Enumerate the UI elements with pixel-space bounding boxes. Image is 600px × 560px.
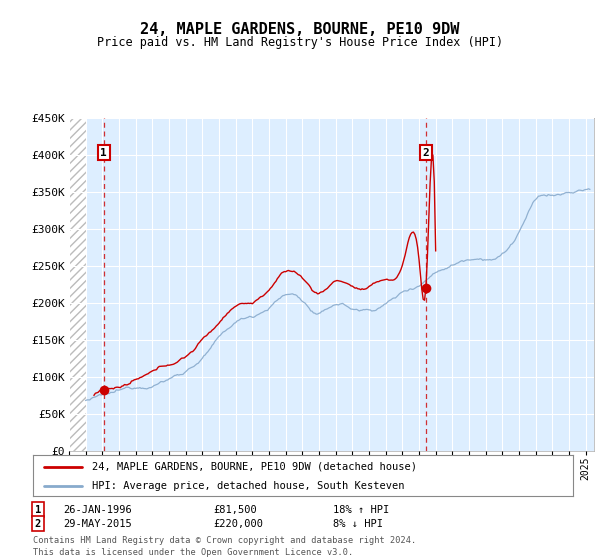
Text: 2: 2 [35, 519, 41, 529]
Text: 2: 2 [422, 148, 430, 157]
Text: 8% ↓ HPI: 8% ↓ HPI [333, 519, 383, 529]
Text: 24, MAPLE GARDENS, BOURNE, PE10 9DW (detached house): 24, MAPLE GARDENS, BOURNE, PE10 9DW (det… [92, 461, 418, 472]
Text: 29-MAY-2015: 29-MAY-2015 [63, 519, 132, 529]
Text: 26-JAN-1996: 26-JAN-1996 [63, 505, 132, 515]
Text: 1: 1 [35, 505, 41, 515]
Text: 18% ↑ HPI: 18% ↑ HPI [333, 505, 389, 515]
Text: £81,500: £81,500 [213, 505, 257, 515]
Text: Price paid vs. HM Land Registry's House Price Index (HPI): Price paid vs. HM Land Registry's House … [97, 36, 503, 49]
Text: HPI: Average price, detached house, South Kesteven: HPI: Average price, detached house, Sout… [92, 480, 405, 491]
Text: £220,000: £220,000 [213, 519, 263, 529]
Text: 24, MAPLE GARDENS, BOURNE, PE10 9DW: 24, MAPLE GARDENS, BOURNE, PE10 9DW [140, 22, 460, 38]
Text: Contains HM Land Registry data © Crown copyright and database right 2024.
This d: Contains HM Land Registry data © Crown c… [33, 536, 416, 557]
Text: 1: 1 [100, 148, 107, 157]
